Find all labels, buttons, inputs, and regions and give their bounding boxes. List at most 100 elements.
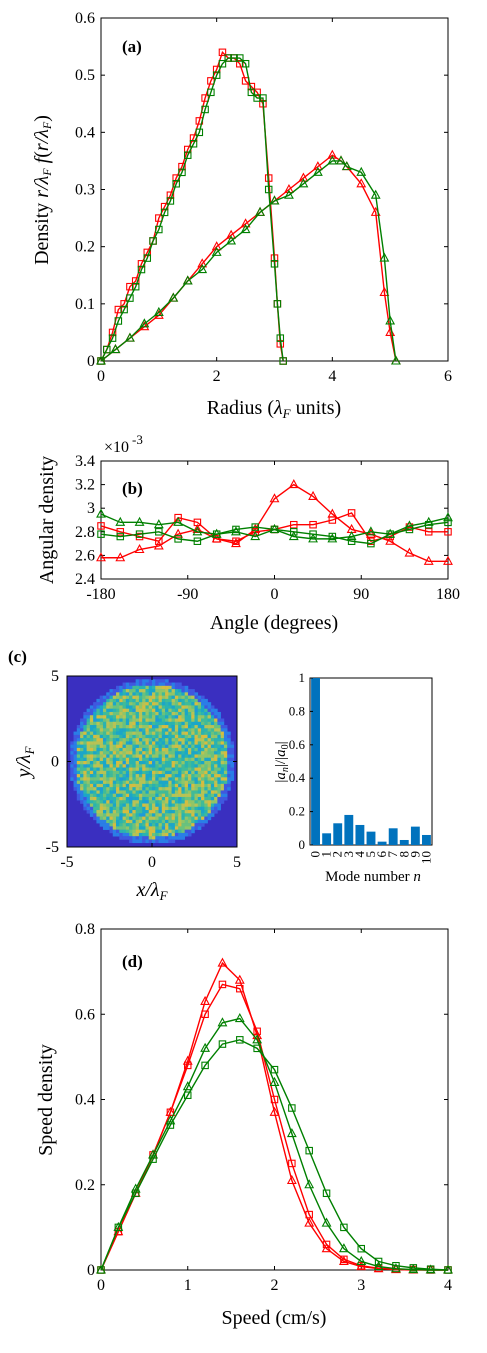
panel-c-heatmap-cell: [223, 744, 228, 749]
panel-c-bar-xtick-label: 10: [418, 851, 433, 864]
panel-c-heatmap-cell: [165, 695, 169, 700]
panel-c-heatmap-cell: [148, 738, 153, 742]
panel-c-heatmap-cell: [145, 839, 150, 844]
panel-c-heatmap-cell: [138, 692, 143, 696]
panel-c-heatmap-cell: [171, 767, 176, 772]
panel-c-heatmap-cell: [161, 813, 166, 817]
panel-c-heatmap-cell: [86, 796, 91, 801]
panel-c-heatmap-cell: [201, 810, 205, 814]
panel-c-heatmap-cell: [171, 689, 176, 693]
panel-c-heatmap-cell: [165, 685, 169, 690]
panel-c-heatmap-cell: [73, 731, 78, 736]
panel-c-heatmap-cell: [158, 819, 163, 824]
panel-c-heatmap-cell: [125, 774, 130, 778]
panel-b-ytick-label: 3: [87, 500, 95, 517]
panel-c-heatmap-cell: [106, 692, 110, 696]
panel-c-heatmap-cell: [125, 708, 130, 713]
panel-c-heatmap-cell: [204, 796, 208, 801]
panel-c-heatmap-cell: [142, 836, 146, 840]
panel-c-heatmap-cell: [129, 764, 133, 768]
panel-c-heatmap-cell: [119, 803, 123, 808]
panel-c-heatmap-cell: [102, 702, 107, 706]
panel-c-heatmap-cell: [178, 711, 182, 716]
panel-c-heatmap-cell: [178, 728, 182, 732]
panel-c-heatmap-cell: [204, 734, 208, 739]
panel-c-heatmap-cell: [204, 790, 208, 794]
panel-c-heatmap-cell: [129, 780, 133, 785]
panel-c-heatmap-cell: [122, 725, 127, 729]
panel-c-heatmap-cell: [165, 770, 169, 775]
panel-c-heatmap-cell: [201, 770, 205, 775]
panel-b-series-2-point: [288, 530, 299, 541]
panel-b-series-3-point: [232, 525, 240, 534]
panel-a-series2-1-point: [168, 292, 179, 302]
panel-c-heatmap-cell: [165, 744, 169, 749]
panel-c-heatmap-cell: [112, 741, 117, 745]
panel-c-heatmap-cell: [109, 708, 114, 713]
panel-c-heatmap-cell: [142, 826, 146, 830]
panel-c-heatmap-cell: [220, 731, 225, 736]
panel-c-heatmap-cell: [178, 715, 182, 719]
panel-c-heatmap-cell: [207, 708, 212, 713]
panel-d-series-2-point: [391, 1263, 401, 1273]
panel-c-heatmap-cell: [76, 783, 81, 788]
panel-c-heatmap-cell: [174, 731, 179, 736]
panel-c-heatmap-cell: [112, 721, 117, 726]
panel-d-series-0-point: [200, 995, 211, 1006]
panel-c-heatmap-cell: [99, 705, 104, 709]
panel-c-heatmap-cell: [181, 774, 185, 778]
panel-c-heatmap-cell: [142, 721, 146, 726]
panel-c-heatmap-cell: [201, 705, 205, 709]
panel-c-heatmap-cell: [86, 757, 91, 762]
panel-c-heatmap-cell: [96, 734, 100, 739]
panel-c-heatmap-cell: [109, 777, 114, 781]
panel-c-heatmap-cell: [217, 777, 221, 781]
panel-c-heatmap-cell: [102, 770, 107, 775]
panel-c-heatmap-cell: [158, 744, 163, 749]
panel-c-heatmap-cell: [148, 692, 153, 696]
panel-c-heatmap-cell: [204, 744, 208, 749]
panel-c-heatmap-cell: [145, 698, 150, 703]
panel-c-heatmap-cell: [93, 787, 97, 791]
panel-c-heatmap-cell: [168, 731, 172, 736]
panel-c-heatmap-cell: [201, 783, 205, 788]
panel-c-heatmap-cell: [220, 800, 225, 804]
panel-c-heatmap-cell: [142, 757, 146, 762]
panel-b-series-1-point: [155, 537, 163, 545]
panel-c-heatmap-cell: [122, 829, 127, 834]
panel-c-heatmap-cell: [155, 800, 159, 804]
panel-d-series-2-point: [200, 1042, 211, 1052]
panel-c-heatmap-cell: [73, 780, 78, 785]
panel-c-heatmap-cell: [214, 761, 218, 765]
panel-c-heatmap-cell: [132, 695, 136, 700]
panel-c-heatmap-cell: [207, 751, 212, 755]
panel-c-heatmap-cell: [86, 777, 91, 781]
panel-c-heatmap-cell: [76, 770, 81, 775]
panel-b-series-3-point: [424, 520, 433, 529]
panel-c-heatmap-cell: [191, 780, 195, 785]
panel-c-heatmap-cell: [93, 744, 97, 749]
panel-c-heatmap-cell: [112, 715, 117, 719]
panel-c-heatmap-cell: [109, 780, 114, 785]
panel-c-heatmap-cell: [161, 832, 166, 837]
panel-c-heatmap-cell: [168, 796, 172, 801]
panel-c-heatmap-cell: [165, 796, 169, 801]
panel-c-heatmap-cell: [171, 692, 176, 696]
panel-c-heatmap-cell: [174, 689, 179, 693]
panel-c-heatmap-cell: [194, 793, 199, 798]
panel-c-heatmap-cell: [86, 734, 91, 739]
panel-c-heatmap-cell: [165, 823, 169, 827]
panel-c-heatmap-cell: [145, 796, 150, 801]
panel-c-heatmap-cell: [132, 790, 136, 794]
panel-c-heatmap-cell: [187, 803, 192, 808]
panel-c-heatmap-cell: [132, 767, 136, 772]
panel-c-heatmap-cell: [194, 747, 199, 752]
panel-c-heatmap-cell: [220, 747, 225, 752]
panel-c-heatmap-cell: [181, 832, 185, 837]
panel-c-heatmap-cell: [112, 695, 117, 700]
panel-c-heatmap-cell: [116, 718, 120, 723]
panel-c-heatmap-cell: [194, 826, 199, 830]
panel-a-series-1-point: [172, 180, 180, 188]
panel-c-heatmap-cell: [125, 832, 130, 837]
panel-c-heatmap-cell: [181, 780, 185, 785]
